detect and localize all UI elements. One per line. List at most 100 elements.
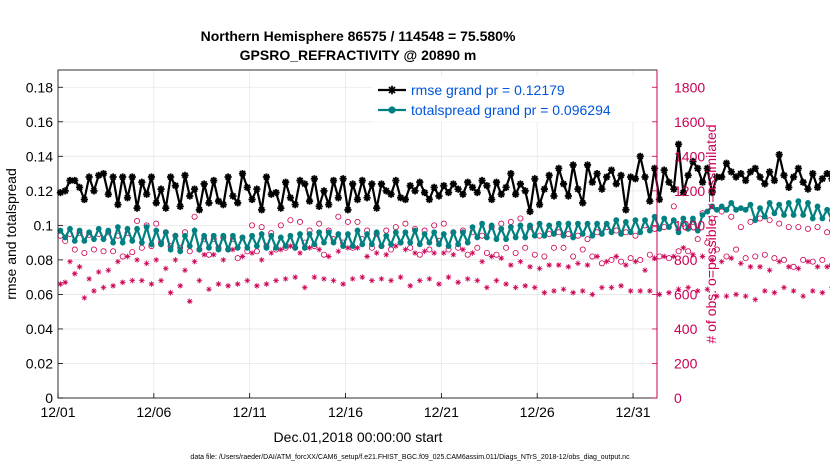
obs-assimilated-point <box>196 277 203 284</box>
obs-assimilated-point <box>694 288 701 294</box>
obs-possible-point <box>249 222 256 229</box>
obs-assimilated-point <box>278 246 284 253</box>
rmse-point <box>708 188 716 197</box>
totalspread-point <box>162 229 169 236</box>
obs-assimilated-point <box>62 279 68 286</box>
totalspread-point <box>704 208 711 215</box>
totalspread-point <box>464 239 471 246</box>
totalspread-point <box>474 234 481 241</box>
totalspread-point <box>598 231 605 237</box>
totalspread-point <box>699 212 706 218</box>
totalspread-point <box>560 232 567 239</box>
totalspread-point <box>215 246 222 253</box>
rmse-point <box>492 178 501 186</box>
rmse-point <box>162 204 170 212</box>
totalspread-point <box>158 241 164 248</box>
obs-assimilated-point <box>163 265 169 272</box>
obs-assimilated-point <box>177 282 183 289</box>
rmse-point <box>766 168 774 176</box>
totalspread-point <box>119 239 126 246</box>
y-tick-label-right: 1600 <box>674 114 705 130</box>
rmse-point <box>535 201 544 209</box>
obs-possible-point <box>560 244 567 251</box>
rmse-point <box>694 164 702 172</box>
obs-assimilated-point <box>666 289 672 296</box>
obs-assimilated-point <box>340 281 346 287</box>
totalspread-point <box>809 215 816 222</box>
totalspread-point <box>565 220 572 227</box>
rmse-point <box>579 199 587 207</box>
obs-assimilated-point <box>747 264 754 270</box>
totalspread-point <box>455 241 462 248</box>
obs-assimilated-point <box>258 257 265 263</box>
totalspread-point <box>551 231 557 237</box>
obs-assimilated-point <box>421 248 428 255</box>
totalspread-point <box>335 231 342 237</box>
totalspread-point <box>268 232 275 239</box>
totalspread-point <box>407 239 414 246</box>
rmse-point <box>61 187 69 195</box>
totalspread-point <box>412 227 418 234</box>
totalspread-point <box>728 200 735 206</box>
rmse-point <box>598 185 606 193</box>
rmse-point <box>435 192 443 200</box>
obs-assimilated-point <box>76 264 83 270</box>
rmse-point <box>761 180 769 188</box>
rmse-point <box>243 183 251 191</box>
x-tick-label: 12/16 <box>328 404 363 420</box>
obs-possible-point <box>713 246 720 253</box>
totalspread-point <box>469 224 476 230</box>
obs-assimilated-point <box>594 253 600 260</box>
rmse-point <box>813 183 822 191</box>
y-tick-label-right: 1400 <box>674 148 705 164</box>
obs-possible-point <box>522 244 529 251</box>
rmse-point <box>167 173 175 181</box>
totalspread-point <box>311 241 318 248</box>
totalspread-point <box>273 244 279 251</box>
obs-assimilated-point <box>675 286 682 293</box>
rmse-point <box>751 164 759 172</box>
y-tick-label-left: 0.16 <box>26 114 53 130</box>
totalspread-point <box>618 231 624 237</box>
obs-assimilated-point <box>455 279 461 286</box>
rmse-point <box>531 175 539 183</box>
rmse-point <box>483 182 491 190</box>
totalspread-point <box>110 239 117 246</box>
totalspread-point <box>321 239 327 246</box>
obs-possible-point <box>550 244 557 251</box>
totalspread-point <box>306 231 313 237</box>
totalspread-point <box>666 224 672 230</box>
totalspread-point <box>148 241 155 248</box>
obs-assimilated-point <box>407 282 414 289</box>
obs-assimilated-point <box>412 250 418 256</box>
rmse-point <box>737 169 745 178</box>
rmse-point <box>171 182 180 190</box>
rmse-point <box>799 178 807 186</box>
rmse-point <box>282 178 290 186</box>
obs-possible-point <box>579 246 586 253</box>
y-tick-label-left: 0.18 <box>26 79 53 95</box>
rmse-point <box>56 188 64 197</box>
obs-assimilated-point <box>139 277 145 284</box>
obs-possible-point <box>718 208 725 215</box>
totalspread-point <box>426 239 433 246</box>
totalspread-point <box>359 241 366 248</box>
rmse-point <box>559 180 568 188</box>
rmse-point <box>722 159 731 167</box>
rmse-point <box>679 188 687 197</box>
obs-possible-point <box>354 218 361 225</box>
obs-assimilated-point <box>378 276 385 282</box>
legend-totalspread-label: totalspread grand pr = 0.096294 <box>411 102 611 118</box>
obs-possible-point <box>670 203 677 210</box>
obs-assimilated-point <box>230 246 236 253</box>
obs-assimilated-point <box>776 258 782 265</box>
rmse-point <box>229 192 237 200</box>
obs-assimilated-point <box>263 281 270 287</box>
obs-assimilated-point <box>464 276 471 282</box>
obs-assimilated-point <box>781 284 787 291</box>
rmse-point <box>430 183 438 191</box>
rmse-point <box>742 176 750 185</box>
obs-assimilated-point <box>273 277 279 284</box>
totalspread-point <box>584 220 591 227</box>
rmse-point <box>727 168 735 176</box>
